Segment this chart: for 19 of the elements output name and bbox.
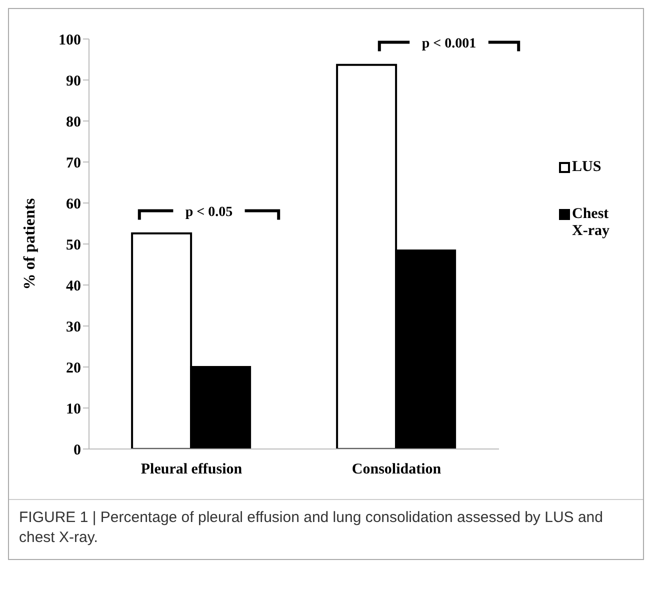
annotation: p < 0.05	[185, 204, 233, 220]
caption: FIGURE 1 | Percentage of pleural effusion and lung consolidation assessed by LUS and chest X-ray.	[9, 499, 643, 558]
y-tick-label: 20	[66, 360, 81, 376]
x-tick-label: Pleural effusion	[140, 462, 243, 478]
y-tick-label: 60	[66, 196, 81, 212]
y-tick-label: 0	[74, 442, 81, 458]
x-tick-label: Consolidation	[352, 462, 442, 478]
y-tick-label: 30	[66, 319, 81, 336]
y-tick-label: 80	[66, 114, 81, 130]
legend-label: Chest X-ray	[572, 206, 610, 240]
y-tick-label: 90	[66, 73, 81, 90]
legend-label: LUS	[572, 159, 602, 176]
y-tick-label: 70	[66, 155, 81, 172]
y-tick-label: 50	[66, 237, 81, 254]
y-tick-label: 100	[58, 32, 81, 48]
y-tick-label: 10	[66, 401, 81, 418]
y-tick-label: 40	[66, 278, 81, 294]
y-axis-title: % of patients	[22, 198, 39, 290]
annotation: p < 0.001	[422, 36, 476, 52]
